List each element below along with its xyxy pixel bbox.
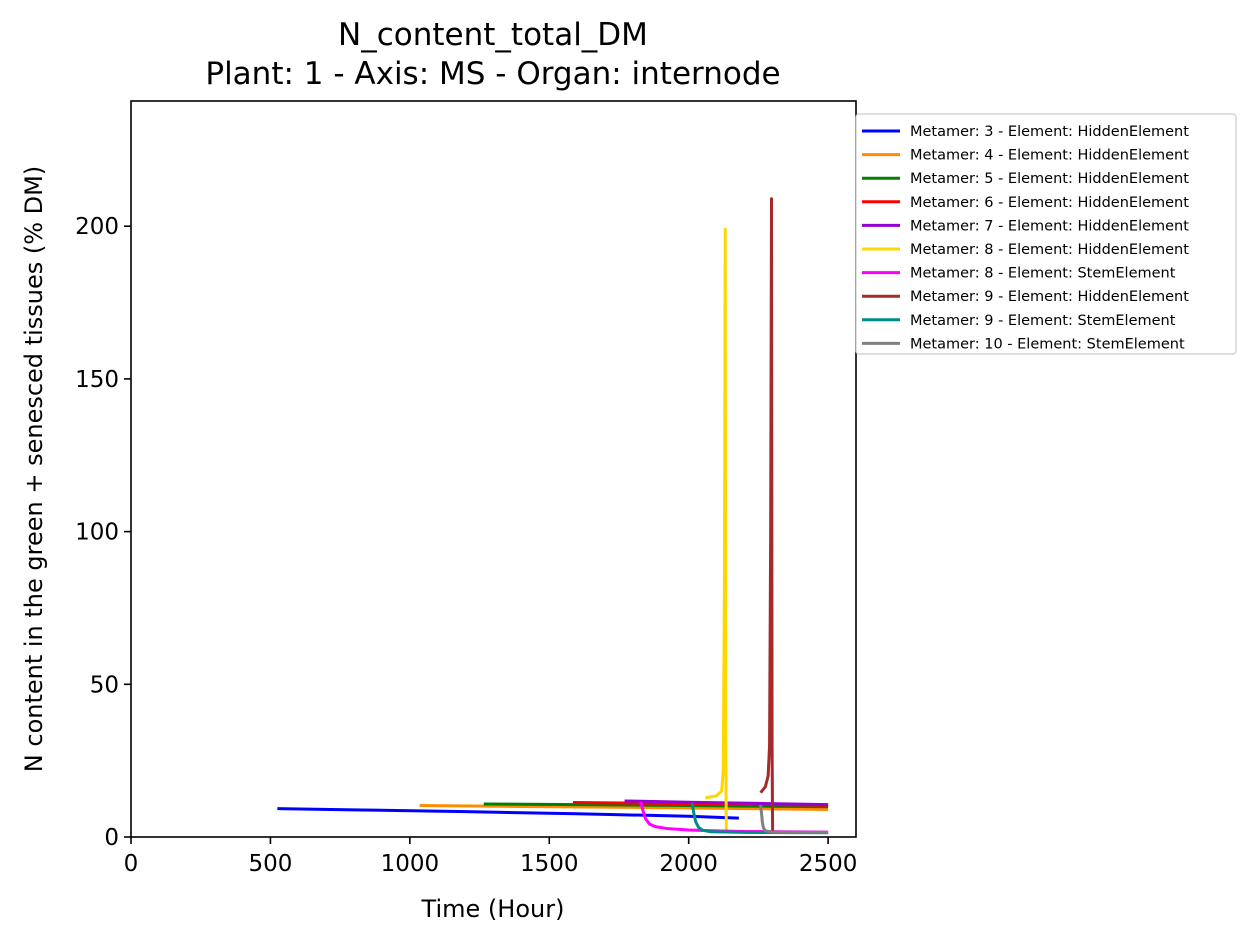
y-tick-label: 150: [75, 367, 119, 393]
y-tick-label: 200: [75, 214, 119, 240]
x-axis-label: Time (Hour): [421, 895, 565, 923]
series-line-9: [690, 802, 829, 835]
y-tick-label: 50: [90, 672, 119, 698]
series-line-8: [759, 197, 775, 831]
series-line-6: [705, 227, 728, 831]
legend-label: Metamer: 3 - Element: HiddenElement: [910, 124, 1189, 140]
series-line-5: [624, 799, 829, 807]
legend-label: Metamer: 7 - Element: HiddenElement: [910, 218, 1189, 234]
chart-subtitle: Plant: 1 - Axis: MS - Organ: internode: [205, 56, 780, 92]
axes-frame: [130, 100, 857, 838]
series-line-10: [759, 804, 829, 834]
legend-label: Metamer: 4 - Element: HiddenElement: [910, 148, 1189, 164]
y-axis-label: N content in the green + senesced tissue…: [20, 166, 48, 772]
series-line-3: [483, 802, 829, 809]
legend-label: Metamer: 9 - Element: StemElement: [910, 313, 1176, 329]
x-tick-label: 500: [248, 851, 292, 877]
x-tick-label: 2000: [659, 851, 718, 877]
legend-label: Metamer: 8 - Element: StemElement: [910, 266, 1176, 282]
x-tick-label: 2500: [799, 851, 858, 877]
legend: Metamer: 3 - Element: HiddenElement Metam…: [855, 113, 1237, 355]
legend-label: Metamer: 10 - Element: StemElement: [910, 336, 1185, 352]
y-tick-label: 0: [104, 825, 119, 851]
series-line-1: [277, 807, 739, 820]
y-axis-ticks: 0 50 100 150 200: [75, 214, 131, 851]
plot-area: [277, 197, 829, 835]
y-tick-label: 100: [75, 520, 119, 546]
legend-box: [855, 113, 1237, 355]
x-axis-ticks: 0 500 1000 1500 2000 2500: [124, 837, 858, 877]
legend-label: Metamer: 9 - Element: HiddenElement: [910, 289, 1189, 305]
chart-title: N_content_total_DM: [338, 17, 648, 53]
legend-label: Metamer: 8 - Element: HiddenElement: [910, 242, 1189, 258]
legend-label: Metamer: 6 - Element: HiddenElement: [910, 195, 1189, 211]
x-tick-label: 1500: [520, 851, 579, 877]
x-tick-label: 1000: [381, 851, 440, 877]
x-tick-label: 0: [124, 851, 139, 877]
legend-label: Metamer: 5 - Element: HiddenElement: [910, 171, 1189, 187]
